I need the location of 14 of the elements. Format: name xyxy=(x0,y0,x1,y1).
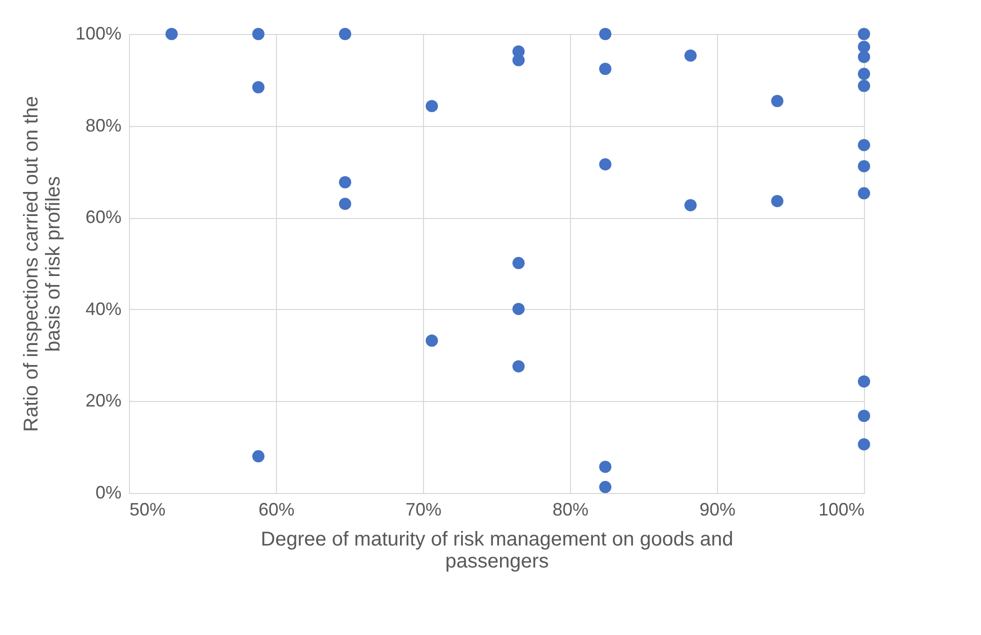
x-tick-label: 100% xyxy=(818,500,864,520)
y-tick-label: 20% xyxy=(85,390,122,411)
x-tick-label: 90% xyxy=(699,500,736,520)
x-tick-label: 80% xyxy=(552,500,589,520)
y-tick-label: 60% xyxy=(85,207,122,228)
x-tick-label: 70% xyxy=(405,500,442,520)
x-tick-label: 50% xyxy=(130,500,166,520)
y-tick-label: 0% xyxy=(95,482,122,502)
y-axis-title: Ratio of inspections carried out on the basis of risk profiles xyxy=(20,96,64,432)
x-axis-title: Degree of maturity of risk management on goods and passengers xyxy=(260,528,734,572)
y-tick-label: 40% xyxy=(85,298,122,319)
y-tick-label: 80% xyxy=(85,115,122,136)
x-tick-label: 60% xyxy=(258,500,295,520)
y-tick-label: 100% xyxy=(75,24,122,44)
